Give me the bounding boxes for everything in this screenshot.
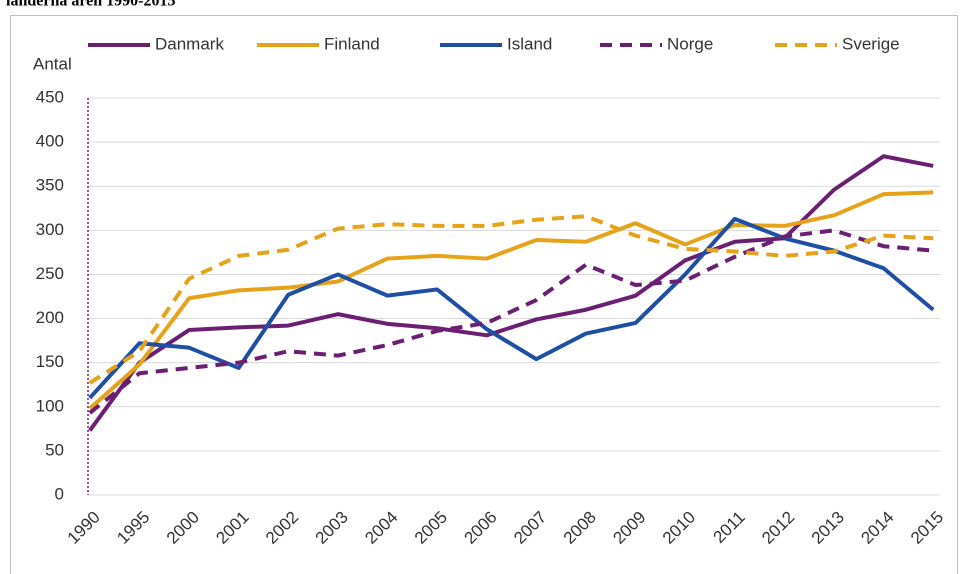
y-tick-label: 100 — [36, 396, 64, 415]
x-tick-label: 2010 — [659, 508, 699, 548]
legend-label: Island — [507, 34, 552, 53]
x-tick-label: 2013 — [808, 508, 848, 548]
legend-label: Norge — [667, 34, 713, 53]
x-tick-label: 1990 — [64, 508, 104, 548]
x-tick-label: 2004 — [361, 508, 401, 548]
y-tick-label: 250 — [36, 264, 64, 283]
y-tick-label: 0 — [55, 484, 64, 503]
x-tick-label: 2015 — [907, 508, 947, 548]
y-axis-label: Antal — [33, 54, 72, 73]
y-tick-label: 350 — [36, 176, 64, 195]
chart-title: länderna åren 1990-2015 — [6, 0, 175, 10]
line-series — [88, 154, 934, 432]
y-tick-label: 300 — [36, 220, 64, 239]
x-tick-label: 2012 — [758, 508, 798, 548]
x-tick-label: 2001 — [212, 508, 252, 548]
x-tick-label: 2007 — [510, 508, 550, 548]
line-series — [88, 216, 935, 400]
x-tick-label: 2006 — [461, 508, 501, 548]
x-tick-label: 2008 — [560, 508, 600, 548]
legend-label: Finland — [324, 34, 380, 53]
y-tick-label: 450 — [36, 87, 64, 106]
line-series — [88, 190, 934, 411]
y-tick-label: 400 — [36, 132, 64, 151]
y-tick-label: 150 — [36, 352, 64, 371]
x-tick-label: 2003 — [312, 508, 352, 548]
legend-label: Sverige — [842, 34, 900, 53]
x-tick-label: 2000 — [163, 508, 203, 548]
x-tick-label: 2011 — [709, 508, 748, 547]
x-tick-label: 2014 — [857, 508, 897, 548]
x-tick-label: 2002 — [262, 508, 302, 548]
legend-label: Danmark — [155, 34, 224, 53]
line-series — [88, 214, 934, 385]
x-tick-label: 2009 — [609, 508, 649, 548]
x-tick-label: 2005 — [411, 508, 451, 548]
x-tick-label: 1995 — [113, 508, 153, 548]
y-tick-label: 200 — [36, 308, 64, 327]
chart-frame — [10, 15, 958, 574]
y-tick-label: 50 — [45, 440, 64, 459]
line-series — [88, 228, 934, 415]
